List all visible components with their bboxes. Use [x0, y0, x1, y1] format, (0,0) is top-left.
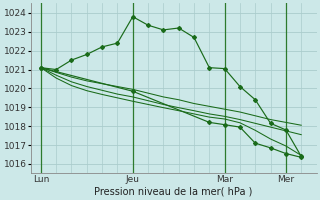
X-axis label: Pression niveau de la mer( hPa ): Pression niveau de la mer( hPa ): [94, 187, 253, 197]
